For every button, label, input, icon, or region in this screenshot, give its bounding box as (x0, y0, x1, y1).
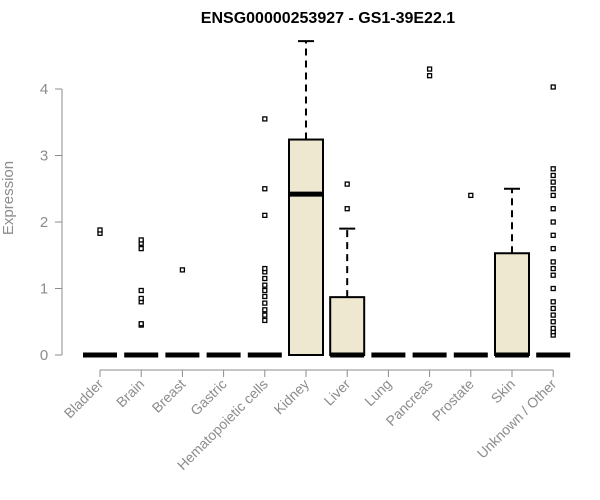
outlier-point (550, 245, 556, 252)
outlier-point (550, 192, 556, 199)
outlier-point (138, 321, 144, 327)
y-tick-label: 2 (40, 214, 48, 231)
outlier-point (344, 181, 350, 187)
box-brain (124, 237, 159, 358)
outlier-point (262, 287, 268, 294)
outlier-point (344, 206, 350, 212)
outlier-point (550, 319, 556, 325)
outlier-point (262, 265, 268, 272)
outlier-point (262, 312, 268, 318)
box-skin (494, 187, 530, 358)
outlier-point (550, 265, 556, 272)
outlier-point (262, 300, 268, 306)
outlier-point (426, 73, 433, 79)
outlier-point (262, 275, 268, 282)
chart-title: ENSG00000253927 - GS1-39E22.1 (201, 10, 456, 27)
outlier-point (179, 267, 186, 273)
x-tick-label: Kidney (271, 376, 313, 418)
x-tick-label: Breast (149, 376, 189, 416)
outlier-point (550, 259, 556, 265)
outlier-point (138, 295, 144, 302)
outlier-point (550, 305, 556, 312)
x-tick-label: Brain (113, 376, 147, 410)
box-kidney (288, 40, 324, 356)
box-prostate (453, 192, 488, 358)
x-tick-label: Liver (321, 376, 354, 409)
outlier-point (550, 299, 556, 305)
outlier-point (138, 237, 144, 243)
outlier-point (138, 287, 144, 294)
outlier-point (97, 227, 103, 233)
box-bladder (83, 227, 117, 358)
outlier-point (550, 285, 556, 292)
outlier-point (550, 325, 556, 332)
outlier-point (550, 179, 556, 185)
box-hematopoietic-cells (247, 116, 282, 358)
box-pancreas (412, 66, 447, 358)
x-tick-label: Bladder (61, 376, 107, 422)
box-rect (329, 296, 366, 356)
y-tick-label: 3 (40, 148, 48, 165)
outlier-point (550, 84, 556, 90)
outlier-point (262, 186, 268, 192)
outlier-point (550, 272, 556, 278)
outlier-point (550, 206, 556, 212)
y-tick-label: 0 (40, 347, 48, 364)
boxes-group (83, 40, 571, 358)
outlier-point (550, 172, 556, 179)
box-rect (288, 138, 324, 356)
box-rect (494, 252, 530, 357)
outlier-point (550, 312, 556, 318)
outlier-point (550, 166, 556, 172)
outlier-point (468, 192, 474, 199)
y-tick-label: 1 (40, 281, 48, 298)
box-liver (329, 181, 366, 358)
outlier-point (262, 293, 268, 300)
outlier-point (262, 116, 268, 122)
box-unknown-other (536, 84, 571, 358)
outlier-point (550, 219, 556, 225)
x-tick-label: Prostate (429, 376, 477, 424)
outlier-point (138, 245, 144, 252)
outlier-point (262, 317, 268, 324)
outlier-point (262, 282, 268, 288)
x-tick-label: Skin (488, 376, 519, 407)
y-tick-label: 4 (40, 81, 48, 98)
y-axis-label: Expression (0, 161, 17, 235)
x-tick-label: Lung (361, 376, 394, 409)
box-breast (165, 267, 200, 358)
outlier-point (426, 66, 433, 72)
outlier-point (550, 232, 556, 238)
outlier-point (262, 212, 268, 219)
outlier-point (550, 186, 556, 192)
outlier-point (262, 307, 268, 313)
